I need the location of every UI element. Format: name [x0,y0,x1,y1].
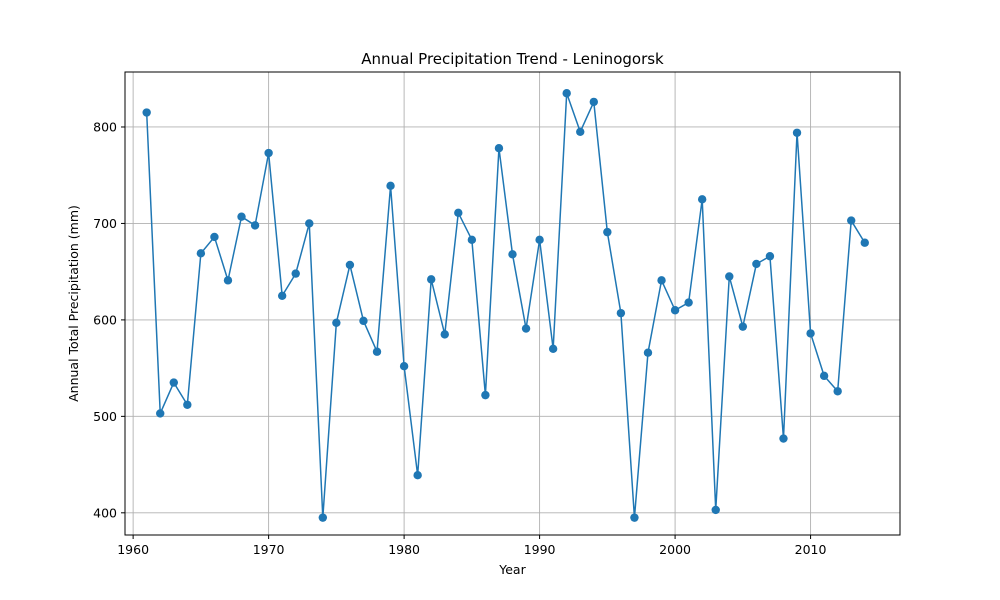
data-point [142,108,151,117]
data-point [440,330,449,339]
data-point [264,148,273,158]
data-point [765,252,775,261]
y-tick-label: 700 [93,216,117,231]
data-point [196,249,206,258]
data-point [521,324,531,333]
data-point [535,235,544,245]
data-point [643,348,653,357]
x-tick-label: 1980 [388,542,420,557]
y-tick-label: 600 [93,312,117,327]
data-point [548,344,558,354]
data-point [359,316,368,326]
data-point [291,269,300,278]
data-point [223,276,233,285]
data-point [738,322,748,331]
data-point [237,212,246,221]
x-tick-label: 2000 [659,542,691,557]
data-point [603,227,612,237]
data-point [847,216,856,225]
data-point [670,306,680,315]
data-point [752,259,761,269]
data-point-layer [142,89,869,522]
plot-frame [124,71,901,536]
data-point [386,181,395,191]
data-point [711,505,720,515]
series-line-layer [145,92,866,519]
data-point [277,291,287,300]
data-point [860,238,869,247]
data-point [372,347,382,356]
data-point [792,128,802,137]
data-point [427,275,436,284]
data-point [413,470,422,480]
data-point [183,400,192,409]
data-point [806,329,815,338]
data-point [494,144,504,153]
x-tick-label: 1990 [524,542,556,557]
data-point [318,513,328,522]
chart-title: Annual Precipitation Trend - Leninogorsk [361,50,664,68]
data-point [562,89,571,98]
y-tick-label: 400 [93,505,117,520]
grid [125,72,900,535]
x-tick-label: 2010 [795,542,827,557]
data-point [332,318,341,327]
x-axis-label: Year [498,562,526,577]
x-axis: 1960 1970 1980 1990 2000 2010 [117,535,827,557]
data-point [616,308,626,318]
y-axis-label: Annual Total Precipitation (mm) [66,205,81,402]
data-point [684,298,693,307]
y-axis: 400 500 600 700 800 [93,119,125,520]
data-point [833,387,842,396]
data-point [697,195,707,204]
data-point [725,272,734,281]
data-point [250,221,260,230]
data-point [779,434,788,443]
data-point [630,513,639,522]
x-tick-label: 1960 [117,542,149,557]
data-point [305,219,314,228]
y-tick-label: 500 [93,409,117,424]
data-point [467,235,477,245]
data-point [657,276,666,285]
data-point [819,371,829,381]
data-point [210,232,219,242]
data-point [345,260,355,270]
data-point [508,250,517,259]
data-point [454,208,463,218]
data-point [481,390,490,400]
series-line [145,92,866,519]
y-tick-label: 800 [93,119,117,134]
data-point [156,409,165,418]
data-point [399,361,409,371]
x-tick-label: 1970 [253,542,285,557]
data-point [576,127,585,137]
data-point [169,378,178,387]
data-point [589,97,598,107]
